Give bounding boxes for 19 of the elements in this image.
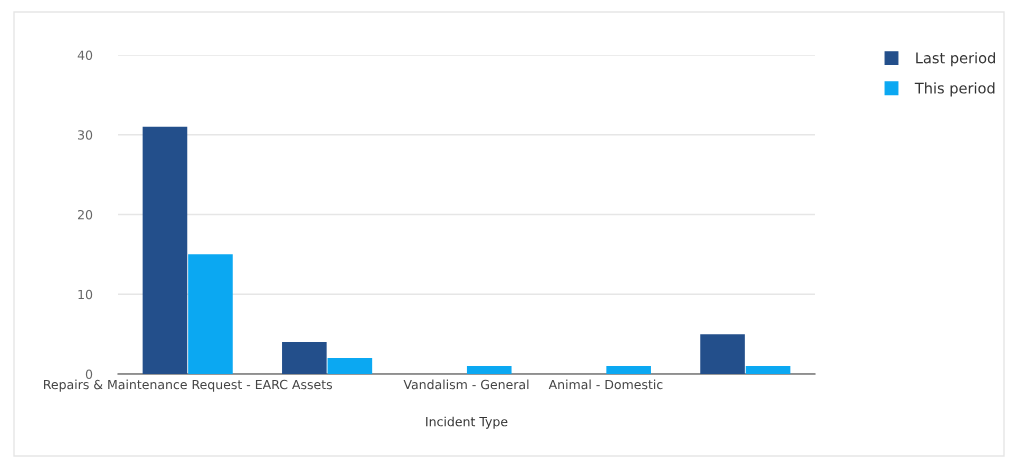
bar: [188, 254, 233, 374]
x-tick-label: Animal - Domestic: [548, 379, 663, 390]
legend-label: This period: [914, 82, 995, 97]
bar: [142, 126, 188, 374]
bar: [327, 358, 373, 374]
y-tick-label: 0: [85, 369, 93, 379]
bar: [745, 366, 791, 374]
bar: [282, 342, 327, 374]
bar: [700, 334, 745, 374]
y-tick-label: 40: [77, 50, 93, 60]
x-tick-label: Repairs & Maintenance Request - EARC Assets: [44, 379, 332, 392]
bar: [606, 366, 651, 374]
y-tick-label: 30: [78, 130, 93, 140]
bar: [466, 366, 512, 374]
y-tick-label: 10: [78, 289, 93, 300]
y-tick-label: 20: [78, 209, 93, 220]
x-tick-label: Vandalism - General: [403, 379, 529, 390]
legend-label: Last period: [916, 52, 995, 67]
x-axis-title: Incident Type: [426, 416, 508, 429]
